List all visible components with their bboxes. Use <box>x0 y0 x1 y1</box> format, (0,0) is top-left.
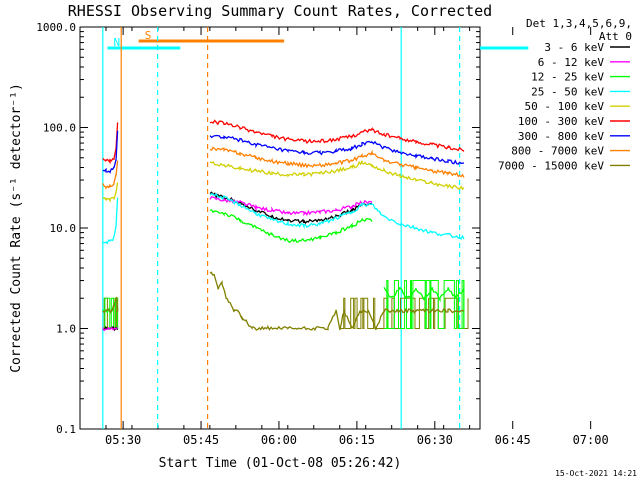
series-segment <box>102 296 119 314</box>
series-segment <box>209 119 465 152</box>
y-tick-label: 100.0 <box>43 122 76 135</box>
series-segment <box>209 209 373 244</box>
x-tick-label: 05:45 <box>183 433 219 447</box>
series-segment <box>209 271 465 331</box>
y-tick-label: 1000.0 <box>36 21 76 34</box>
legend-label: 7000 - 15000 keV <box>498 159 604 172</box>
series-line <box>102 160 465 203</box>
series-segment <box>102 122 119 165</box>
y-tick-label: 1.0 <box>56 323 76 336</box>
series-line <box>102 130 465 174</box>
series-lines <box>102 119 465 332</box>
y-axis: 0.1 1.0 10.0 100.0 1000.0 <box>36 21 480 436</box>
series-segment <box>209 192 465 240</box>
y-axis-label: Corrected Count Rate (s⁻¹ detector⁻¹) <box>9 83 24 373</box>
noise-bands <box>102 280 469 329</box>
series-line <box>102 192 465 245</box>
observing-flags: SN <box>107 29 529 50</box>
series-segment <box>102 326 118 332</box>
legend-label: 12 - 25 keV <box>531 71 604 84</box>
series-line <box>102 195 373 332</box>
series-segment <box>209 191 373 225</box>
legend-label: 6 - 12 keV <box>538 56 605 69</box>
noise-band <box>384 280 465 329</box>
legend-label: 100 - 300 keV <box>518 115 604 128</box>
x-tick-label: 07:00 <box>573 433 609 447</box>
series-segment <box>102 130 119 174</box>
x-tick-label: 06:00 <box>261 433 297 447</box>
series-segment <box>102 197 119 245</box>
x-axis-label: Start Time (01-Oct-08 05:26:42) <box>159 456 402 471</box>
chart-title: RHESSI Observing Summary Count Rates, Co… <box>68 2 492 20</box>
series-segment <box>383 286 465 303</box>
x-axis: 05:30 05:45 06:00 06:15 06:30 06:45 07:00 <box>79 27 609 447</box>
x-tick-label: 05:30 <box>105 433 141 447</box>
series-segment <box>102 160 119 190</box>
legend-label: 50 - 100 keV <box>525 100 605 113</box>
series-segment <box>102 182 119 203</box>
series-line <box>102 209 465 314</box>
footer-date: 15-Oct-2021 14:21 <box>555 469 637 478</box>
series-segment <box>209 195 373 217</box>
series-line <box>102 191 373 332</box>
series-segment <box>209 160 465 191</box>
detector-info: Det 1,3,4,5,6,9, Att 0 <box>526 17 632 43</box>
legend-label: 300 - 800 keV <box>518 130 604 143</box>
series-line <box>102 271 465 331</box>
flag-label: S <box>145 29 152 42</box>
series-line <box>102 119 465 165</box>
series-segment <box>209 134 465 165</box>
y-tick-label: 10.0 <box>50 222 77 235</box>
detector-info-line-2: Att 0 <box>599 30 632 43</box>
legend-label: 25 - 50 keV <box>531 85 604 98</box>
plot-frame <box>79 26 481 430</box>
series-segment <box>209 146 465 178</box>
vertical-markers <box>102 27 461 429</box>
detector-info-line-1: Det 1,3,4,5,6,9, <box>526 17 632 30</box>
x-tick-label: 06:15 <box>339 433 375 447</box>
legend-label: 3 - 6 keV <box>544 41 604 54</box>
flag-label: N <box>114 36 121 49</box>
legend-label: 800 - 7000 keV <box>511 145 604 158</box>
series-line <box>102 146 465 190</box>
y-tick-label: 0.1 <box>56 423 76 436</box>
x-tick-label: 06:30 <box>417 433 453 447</box>
x-tick-label: 06:45 <box>495 433 531 447</box>
